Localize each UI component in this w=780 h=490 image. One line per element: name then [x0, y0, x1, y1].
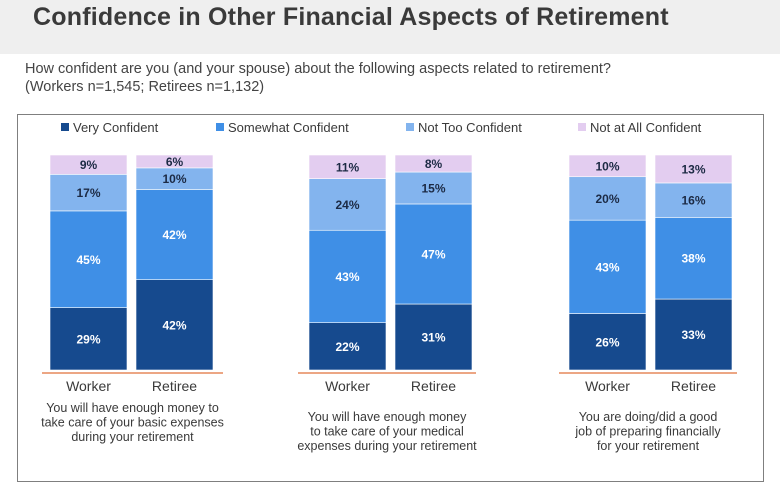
bar-segment-somewhat-confident	[394, 203, 473, 305]
data-label-very-confident: 29%	[76, 332, 100, 346]
data-label-somewhat-confident: 43%	[335, 270, 359, 284]
data-label-not-too-confident: 15%	[421, 181, 445, 195]
question-line-1: How confident are you (and your spouse) …	[25, 61, 611, 77]
category-label: Retiree	[152, 378, 197, 394]
group-caption-line: You will have enough money	[308, 410, 467, 424]
legend-swatch-not-at-all-confident	[578, 123, 586, 131]
bar-segment-not-too-confident	[654, 182, 733, 218]
bar-segment-very-confident	[49, 307, 128, 371]
bar-segment-not-at-all-confident	[49, 154, 128, 175]
bar-segment-somewhat-confident	[49, 210, 128, 308]
survey-question: How confident are you (and your spouse) …	[25, 60, 765, 96]
category-label: Retiree	[411, 378, 456, 394]
bar-segment-not-at-all-confident	[654, 154, 733, 184]
bar-segment-very-confident	[308, 322, 387, 371]
category-label: Worker	[66, 378, 111, 394]
data-label-not-too-confident: 17%	[76, 186, 100, 200]
data-label-very-confident: 22%	[335, 340, 359, 354]
group-caption-line: during your retirement	[71, 430, 194, 444]
category-label: Retiree	[671, 378, 716, 394]
legend-label-very-confident: Very Confident	[73, 120, 159, 135]
group-caption-line: job of preparing financially	[574, 425, 721, 439]
data-label-not-at-all-confident: 9%	[80, 158, 98, 172]
bar-segment-not-too-confident	[49, 174, 128, 212]
data-label-not-at-all-confident: 10%	[595, 159, 619, 173]
data-label-very-confident: 26%	[595, 335, 619, 349]
data-label-not-too-confident: 16%	[681, 194, 705, 208]
legend-swatch-not-too-confident	[406, 123, 414, 131]
data-label-very-confident: 42%	[162, 318, 186, 332]
bar-segment-not-at-all-confident	[394, 154, 473, 173]
legend-swatch-somewhat-confident	[216, 123, 224, 131]
bar-segment-very-confident	[394, 303, 473, 371]
bar-segment-somewhat-confident	[135, 189, 214, 280]
question-line-2: (Workers n=1,545; Retirees n=1,132)	[25, 79, 265, 95]
bar-segment-not-too-confident	[394, 171, 473, 205]
data-label-somewhat-confident: 45%	[76, 253, 100, 267]
bar-segment-not-at-all-confident	[308, 154, 387, 179]
group-caption-line: You will have enough money to	[46, 401, 219, 415]
legend-label-not-too-confident: Not Too Confident	[418, 120, 522, 135]
legend-label-not-at-all-confident: Not at All Confident	[590, 120, 702, 135]
data-label-somewhat-confident: 47%	[421, 247, 445, 261]
legend-label-somewhat-confident: Somewhat Confident	[228, 120, 349, 135]
bar-segment-very-confident	[568, 313, 647, 371]
title-band	[0, 0, 780, 54]
group-caption-line: expenses during your retirement	[297, 439, 477, 453]
data-label-somewhat-confident: 42%	[162, 228, 186, 242]
chart-frame	[17, 114, 764, 482]
data-label-somewhat-confident: 43%	[595, 260, 619, 274]
data-label-not-at-all-confident: 6%	[166, 155, 184, 169]
group-caption-line: You are doing/did a good	[579, 410, 718, 424]
data-label-not-at-all-confident: 13%	[681, 162, 705, 176]
group-caption-line: to take care of your medical	[310, 425, 464, 439]
data-label-very-confident: 33%	[681, 328, 705, 342]
category-label: Worker	[585, 378, 630, 394]
bar-segment-somewhat-confident	[654, 217, 733, 300]
data-label-somewhat-confident: 38%	[681, 252, 705, 266]
bar-segment-not-at-all-confident	[135, 154, 214, 169]
data-label-not-too-confident: 24%	[335, 198, 359, 212]
bar-segment-not-at-all-confident	[568, 154, 647, 178]
group-caption-line: take care of your basic expenses	[41, 416, 224, 430]
bar-segment-not-too-confident	[308, 178, 387, 231]
data-label-not-at-all-confident: 8%	[425, 157, 443, 171]
data-label-not-too-confident: 20%	[595, 192, 619, 206]
chart-title: Confidence in Other Financial Aspects of…	[33, 3, 669, 31]
bar-segment-not-too-confident	[568, 176, 647, 221]
category-label: Worker	[325, 378, 370, 394]
data-label-very-confident: 31%	[421, 331, 445, 345]
legend-swatch-very-confident	[61, 123, 69, 131]
group-caption-line: for your retirement	[597, 439, 700, 453]
bar-segment-very-confident	[654, 298, 733, 371]
data-label-not-too-confident: 10%	[162, 172, 186, 186]
data-label-not-at-all-confident: 11%	[336, 160, 360, 174]
